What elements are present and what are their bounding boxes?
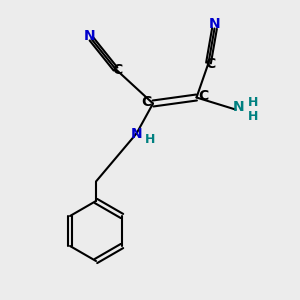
Text: H: H (248, 110, 259, 124)
Text: C: C (198, 89, 208, 103)
Text: N: N (131, 127, 142, 140)
Text: C: C (141, 95, 152, 109)
Text: C: C (205, 58, 215, 71)
Text: N: N (84, 29, 96, 43)
Text: N: N (209, 17, 220, 31)
Text: H: H (145, 133, 155, 146)
Text: H: H (248, 95, 259, 109)
Text: C: C (112, 64, 122, 77)
Text: N: N (233, 100, 244, 113)
